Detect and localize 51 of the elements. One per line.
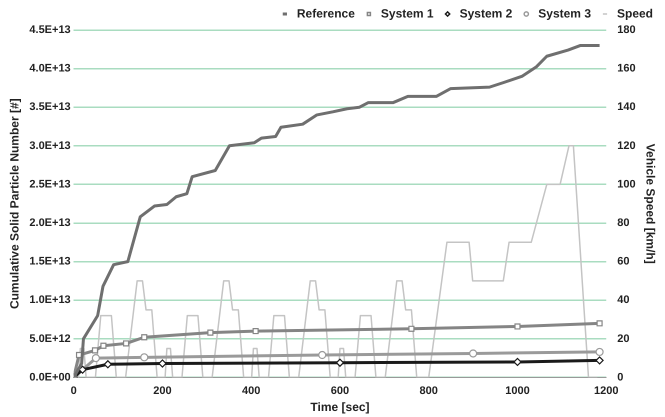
legend-label: System 2 — [460, 6, 513, 20]
y2-axis-title: Vehicle Speed [km/h] — [643, 144, 658, 264]
point — [252, 328, 259, 334]
y2-tick-label: 160 — [617, 62, 636, 75]
y-tick-label: 1.0E+13 — [29, 294, 71, 306]
y2-tick-label: 180 — [617, 24, 636, 36]
legend-label: System 3 — [538, 6, 592, 20]
point — [122, 340, 130, 347]
point — [408, 326, 414, 332]
y2-tick-label: 60 — [617, 256, 630, 268]
point — [100, 342, 106, 349]
point — [514, 323, 521, 330]
point — [595, 348, 604, 356]
y-tick-label: 3.5E+13 — [29, 101, 71, 114]
point — [141, 334, 148, 340]
x-tick-label: 0 — [70, 385, 77, 398]
y2-tick-label: 120 — [617, 140, 636, 152]
point — [469, 349, 478, 358]
point — [318, 350, 326, 360]
y-tick-label: 5.0E+12 — [29, 332, 71, 345]
y-tick-label: 4.0E+13 — [29, 62, 71, 75]
y-tick-label: 2.0E+13 — [29, 217, 71, 230]
x-tick-label: 400 — [242, 385, 260, 398]
y2-tick-label: 20 — [617, 332, 630, 345]
legend-label: Speed — [616, 6, 654, 20]
y-tick-label: 1.5E+13 — [29, 256, 71, 268]
point — [596, 320, 603, 326]
y-tick-label: 0.0E+00 — [29, 371, 71, 384]
y2-tick-label: 100 — [617, 178, 636, 190]
x-axis-title: Time [sec] — [310, 400, 370, 414]
point — [104, 360, 112, 368]
point — [78, 366, 87, 374]
point — [207, 330, 214, 336]
y-tick-label: 2.5E+13 — [29, 178, 71, 190]
y-tick-label: 3.0E+13 — [29, 140, 71, 152]
y2-tick-label: 80 — [617, 217, 630, 230]
y-axis-title: Cumulative Solid Particle Number [#] — [8, 98, 22, 310]
point — [92, 347, 98, 354]
y2-tick-label: 40 — [617, 294, 630, 306]
point — [140, 353, 148, 362]
y2-tick-label: 0 — [617, 371, 624, 384]
point — [92, 354, 100, 362]
x-tick-label: 800 — [420, 385, 438, 398]
legend-label: System 1 — [380, 6, 434, 20]
x-tick-label: 200 — [153, 385, 172, 398]
x-tick-label: 1000 — [505, 385, 530, 398]
legend-label: Reference — [296, 6, 356, 20]
x-tick-label: 1200 — [594, 385, 618, 398]
y2-tick-label: 140 — [617, 101, 636, 114]
y-tick-label: 4.5E+13 — [29, 24, 71, 36]
x-tick-label: 600 — [330, 385, 350, 398]
